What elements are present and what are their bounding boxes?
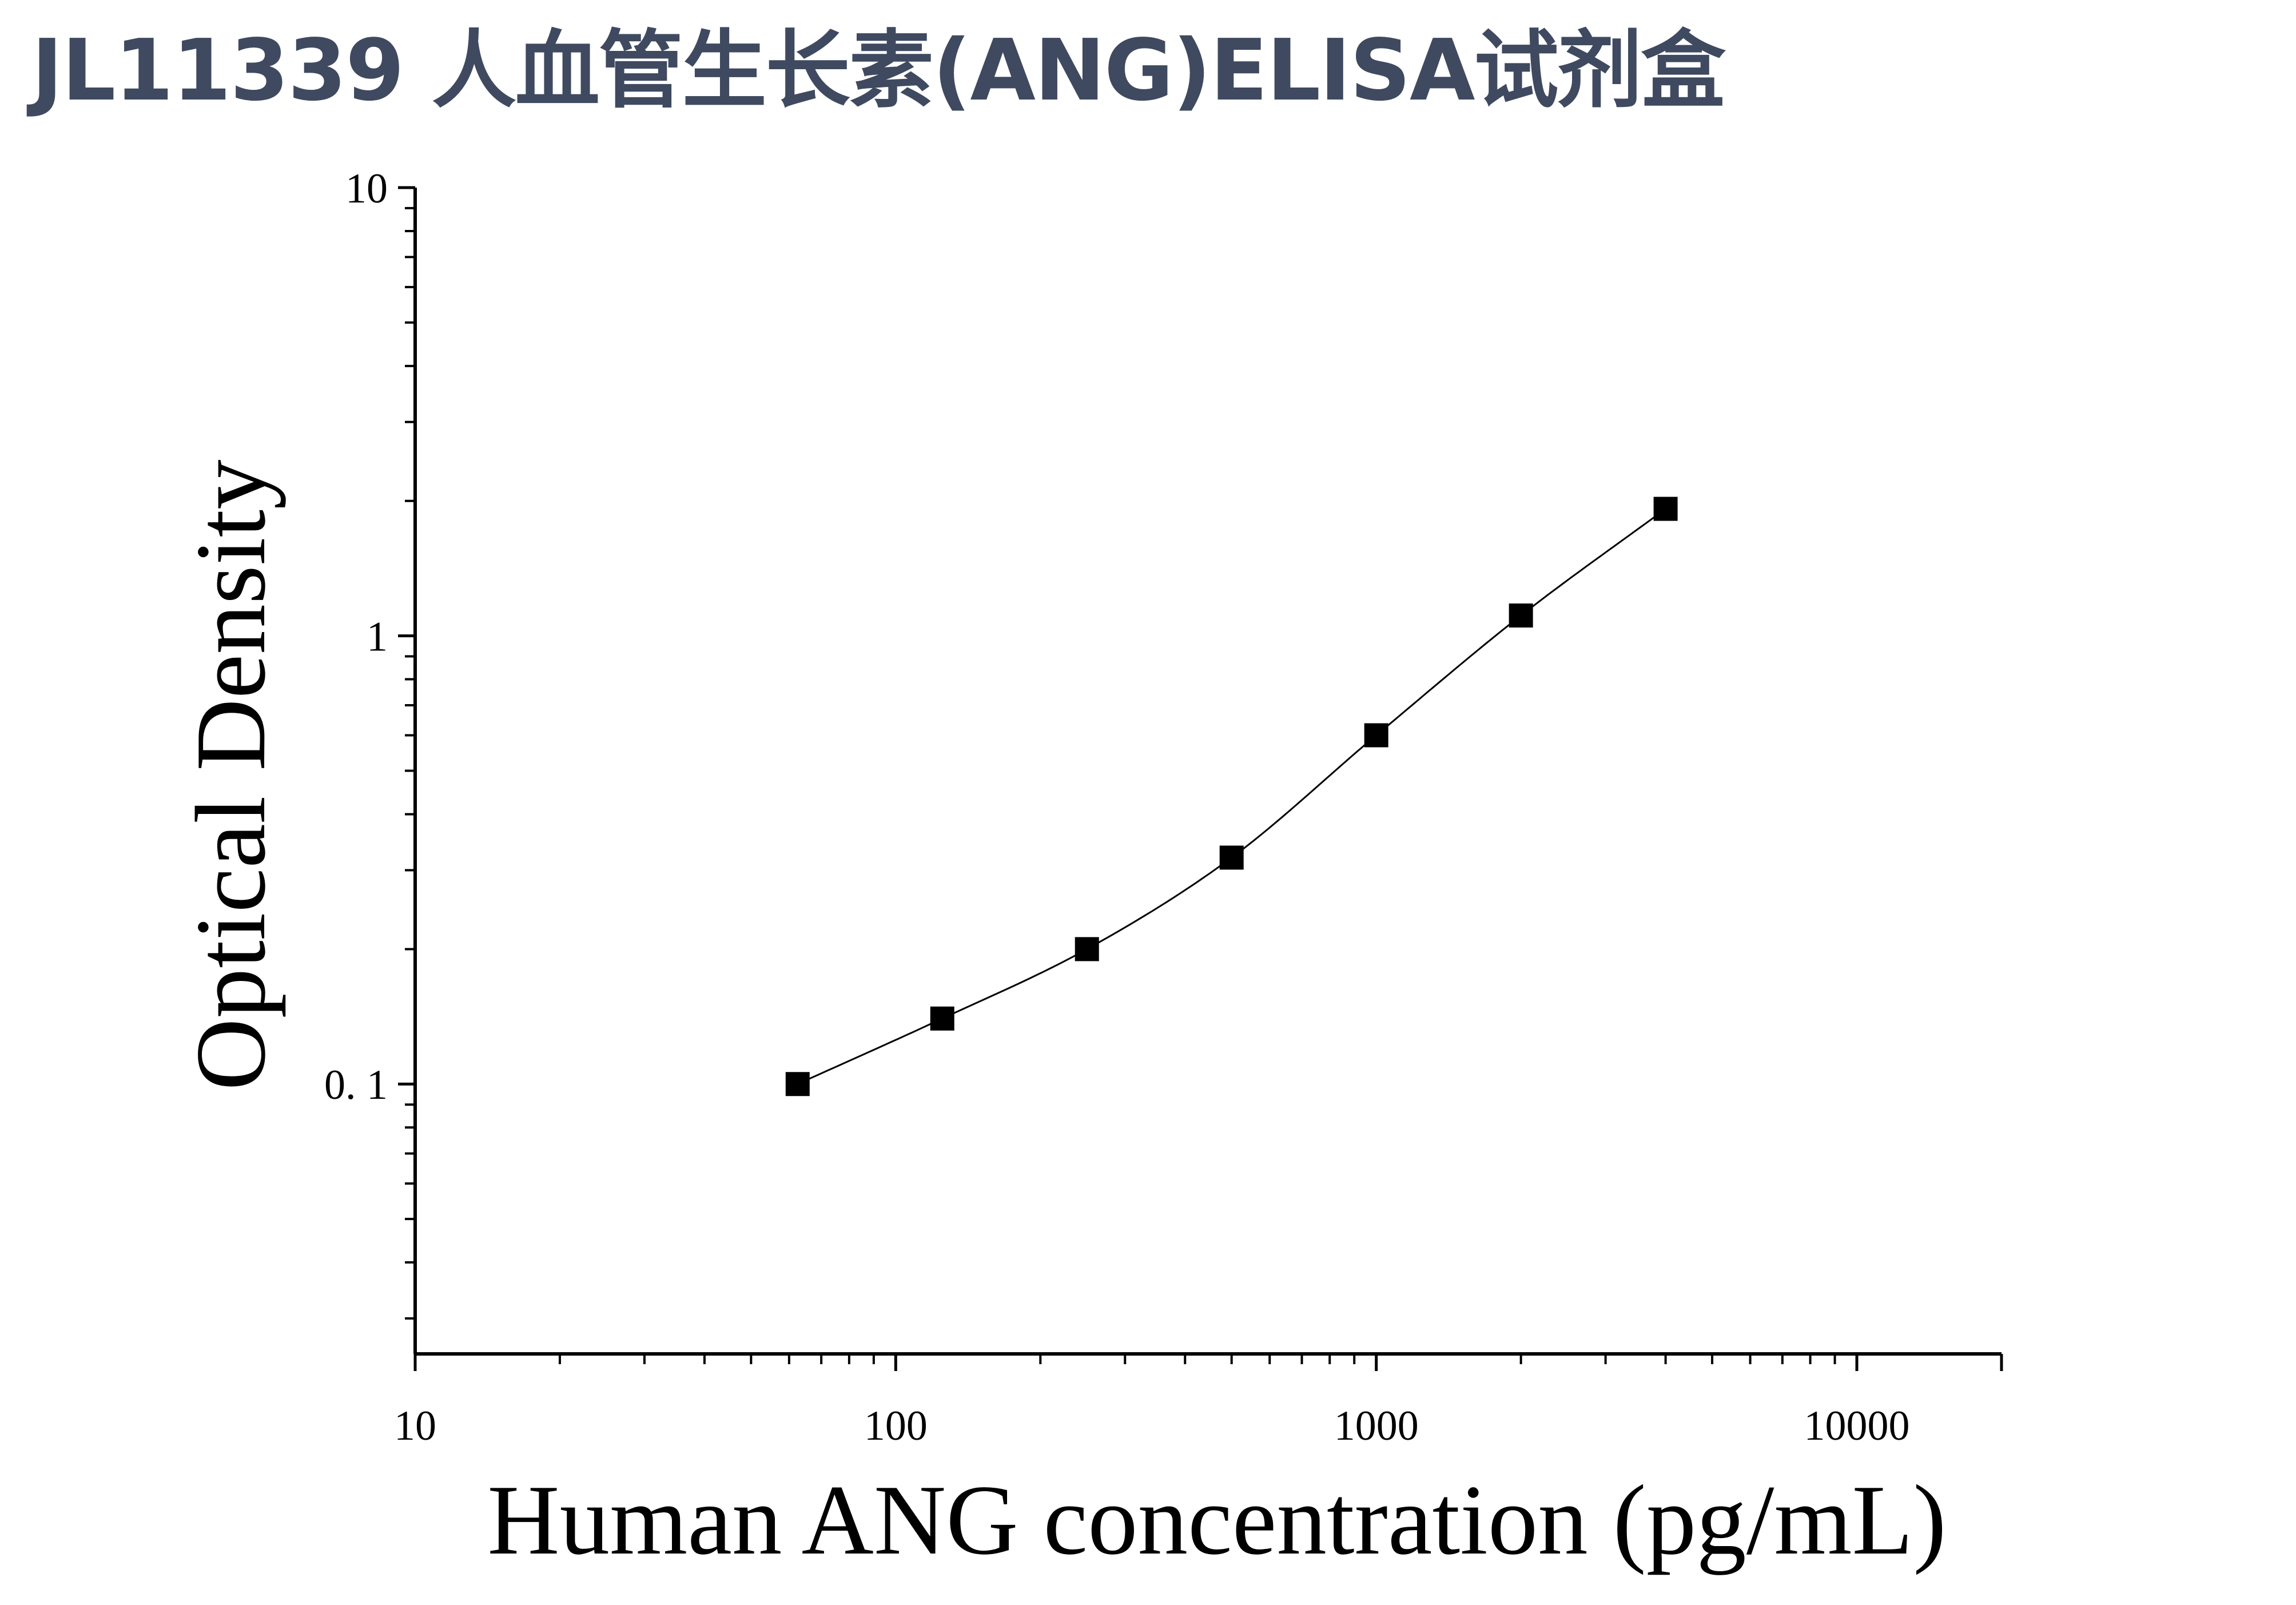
data-point	[785, 1072, 810, 1097]
page-title: JL11339 人血管生长素(ANG)ELISA试剂盒	[31, 21, 1726, 120]
x-tick-label: 1000	[1334, 1403, 1419, 1449]
y-tick-label: 1	[367, 614, 388, 661]
y-tick-label: 10	[345, 165, 388, 212]
data-point	[930, 1006, 954, 1031]
fit-curve-line	[797, 508, 1666, 1085]
x-axis-title: Human ANG concentration (pg/mL)	[487, 1464, 1946, 1575]
x-tick-label: 10000	[1804, 1403, 1910, 1449]
data-points-layer	[785, 496, 1678, 1097]
chart-ticks: 10 100 1000 10000 0. 1 1 10	[324, 165, 2003, 1449]
x-tick-label: 100	[864, 1403, 928, 1449]
y-axis-title: Optical Density	[175, 459, 286, 1090]
data-point	[1219, 845, 1244, 870]
fit-curve-layer	[797, 508, 1666, 1085]
data-point	[1509, 603, 1533, 628]
data-point	[1364, 723, 1388, 748]
chart-axes	[413, 188, 2001, 1356]
data-point	[1653, 496, 1678, 521]
y-tick-label: 0. 1	[324, 1062, 388, 1109]
data-point	[1075, 937, 1099, 962]
x-tick-label: 10	[394, 1403, 436, 1449]
